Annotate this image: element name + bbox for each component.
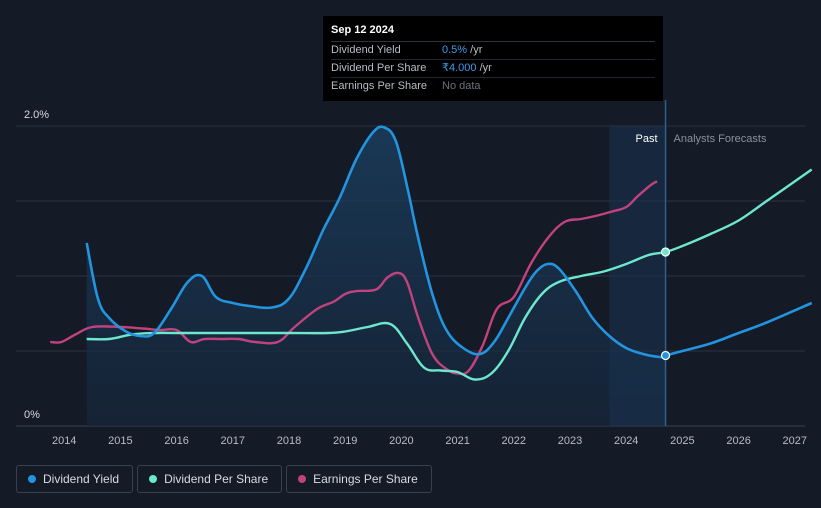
x-tick-label: 2018: [277, 435, 301, 447]
marker-dividend-per-share: [660, 247, 671, 257]
region-label-past: Past: [636, 133, 658, 145]
tooltip-date: Sep 12 2024: [331, 23, 655, 42]
y-axis-label-max: 2.0%: [24, 109, 49, 121]
x-tick-label: 2017: [221, 435, 245, 447]
legend-dot-icon: [298, 475, 307, 483]
legend-item-earnings-per-share[interactable]: Earnings Per Share: [286, 465, 432, 493]
x-tick-label: 2016: [164, 435, 188, 447]
marker-dividend-yield: [660, 350, 671, 361]
x-tick-label: 2027: [783, 435, 807, 447]
x-tick-label: 2026: [726, 435, 750, 447]
x-tick-label: 2022: [502, 435, 526, 447]
past-highlight-band: [609, 126, 666, 426]
legend-label: Dividend Yield: [43, 472, 120, 486]
legend-dot-icon: [149, 475, 158, 483]
tooltip-unit: /yr: [467, 44, 483, 56]
tooltip-label: Earnings Per Share: [331, 80, 427, 92]
legend-item-dividend-yield[interactable]: Dividend Yield: [16, 465, 134, 493]
tooltip-row-dividend-per-share: Dividend Per Share ₹4.000 /yr: [331, 60, 655, 78]
tooltip-value: 0.5%: [442, 44, 468, 56]
tooltip-row-earnings-per-share: Earnings Per Share No data: [331, 78, 655, 95]
region-label-forecast: Analysts Forecasts: [674, 133, 767, 145]
x-tick-label: 2025: [670, 435, 694, 447]
tooltip-row-dividend-yield: Dividend Yield 0.5% /yr: [331, 42, 655, 60]
legend-item-dividend-per-share[interactable]: Dividend Per Share: [137, 465, 283, 493]
series-line-dividend-per-share: [86, 168, 813, 381]
x-tick-label: 2021: [445, 435, 469, 447]
y-axis-label-min: 0%: [24, 409, 40, 421]
x-tick-label: 2014: [52, 435, 76, 447]
x-tick-label: 2024: [614, 435, 638, 447]
tooltip-unit: /yr: [476, 62, 492, 74]
tooltip-value: No data: [442, 80, 481, 92]
series-line-dividend-yield: [85, 125, 813, 359]
legend-dot-icon: [28, 475, 36, 483]
tooltip-label: Dividend Per Share: [331, 62, 427, 74]
x-tick-label: 2020: [389, 435, 413, 447]
legend-label: Dividend Per Share: [164, 472, 269, 486]
tooltip-value: ₹4.000: [442, 62, 477, 74]
legend-label: Earnings Per Share: [313, 472, 418, 486]
x-tick-label: 2015: [108, 435, 132, 447]
dividend-yield-area: [86, 126, 666, 426]
x-tick-label: 2019: [333, 435, 357, 447]
tooltip-panel: Sep 12 2024 Dividend Yield 0.5% /yr Divi…: [323, 16, 663, 101]
chart-legend: Dividend Yield Dividend Per Share Earnin…: [16, 465, 432, 493]
tooltip-label: Dividend Yield: [331, 44, 401, 56]
x-tick-label: 2023: [558, 435, 582, 447]
series-line-earnings-per-share: [50, 180, 658, 376]
